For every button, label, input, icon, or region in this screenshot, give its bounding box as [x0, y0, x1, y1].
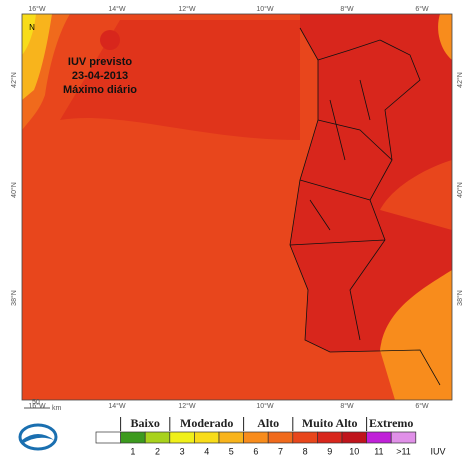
lon-label: 12°W — [178, 402, 196, 410]
legend-swatch — [390, 431, 417, 444]
legend-swatch — [317, 431, 343, 444]
legend-group: Extremo — [369, 416, 413, 430]
legend-label: 6 — [253, 446, 258, 456]
lon-label: 6°W — [415, 5, 429, 13]
legend-label: 9 — [327, 446, 332, 456]
zone-4 — [22, 14, 36, 55]
logo — [18, 423, 58, 451]
zone-8 — [380, 160, 452, 230]
legend-swatch — [366, 431, 392, 444]
lon-label: 16°W — [28, 5, 46, 13]
legend-swatch — [95, 431, 121, 444]
lon-label: 6°W — [415, 402, 429, 410]
legend-swatch — [218, 431, 244, 444]
legend-swatch — [292, 431, 318, 444]
title-line: Máximo diário — [63, 84, 137, 96]
legend-swatch — [144, 431, 171, 444]
legend-label: 11 — [374, 446, 383, 456]
legend-swatch — [243, 431, 269, 444]
legend-label: 3 — [180, 446, 185, 456]
lon-label: 14°W — [108, 402, 126, 410]
lat-label: 38°N — [456, 290, 464, 306]
lon-label: 14°W — [108, 5, 126, 13]
legend-label: 8 — [303, 446, 308, 456]
map-frame — [21, 13, 453, 401]
lon-label: 8°W — [340, 402, 354, 410]
title-line: 23-04-2013 — [72, 70, 128, 82]
legend-swatch — [120, 431, 146, 444]
legend-label: 10 — [349, 446, 359, 456]
legend-label: 2 — [155, 446, 160, 456]
lat-label: 40°N — [10, 182, 18, 198]
legend-label: 4 — [204, 446, 209, 456]
legend-label: 1 — [130, 446, 135, 456]
zone-9 — [100, 30, 120, 50]
zone-6 — [380, 270, 452, 400]
legend-label: >11 — [396, 446, 411, 456]
legend-label: 7 — [278, 446, 283, 456]
legend-group: Baixo — [131, 416, 160, 430]
legend-swatch — [341, 431, 367, 444]
lon-label: 16°W — [28, 402, 46, 410]
zone-9 — [60, 20, 300, 140]
borders — [289, 27, 441, 386]
lat-label: 38°N — [10, 290, 18, 306]
scale-unit: km — [52, 405, 62, 412]
legend-swatch — [267, 431, 294, 444]
lon-label: 10°W — [256, 402, 274, 410]
lat-label: 42°N — [456, 72, 464, 88]
legend-label: 5 — [229, 446, 234, 456]
legend-swatch — [169, 431, 195, 444]
map-area — [22, 14, 452, 400]
lon-label: 10°W — [256, 5, 274, 13]
lat-label: 42°N — [10, 72, 18, 88]
scale-value: 50 — [32, 399, 40, 406]
legend-group: Alto — [257, 416, 279, 430]
legend-group: Moderado — [180, 416, 233, 430]
lat-label: 40°N — [456, 182, 464, 198]
legend-swatch — [194, 431, 220, 444]
lon-label: 12°W — [178, 5, 196, 13]
title-line: IUV previsto — [68, 56, 132, 68]
legend-unit: IUV — [430, 446, 445, 456]
lon-label: 8°W — [340, 5, 354, 13]
legend-group: Muito Alto — [302, 416, 358, 430]
north-arrow: N — [29, 23, 35, 32]
zone-6 — [438, 14, 452, 60]
